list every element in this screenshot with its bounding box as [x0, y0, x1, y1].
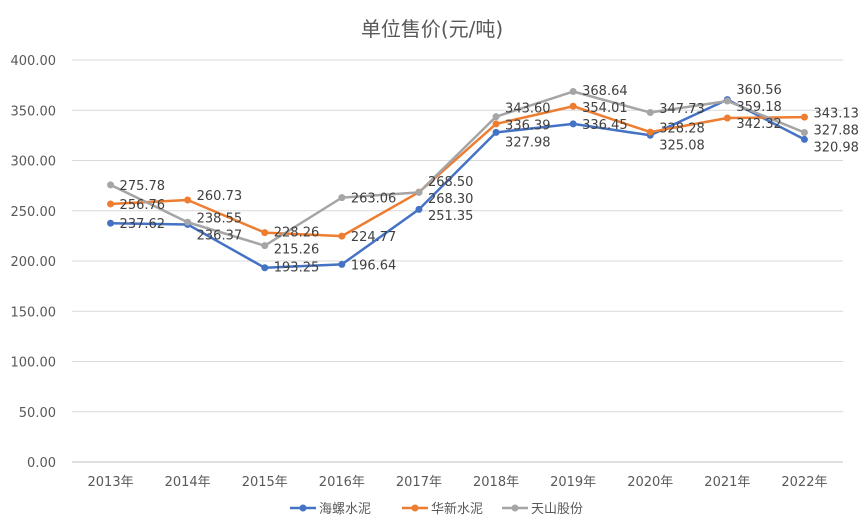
y-tick-label: 150.00	[11, 305, 57, 320]
data-point	[492, 120, 500, 128]
data-label: 343.60	[505, 101, 551, 116]
data-point	[261, 242, 269, 250]
data-point	[338, 194, 346, 202]
y-tick-label: 200.00	[11, 255, 57, 270]
data-point	[723, 114, 731, 122]
data-point	[569, 120, 577, 128]
x-tick-label: 2017年	[396, 475, 442, 490]
data-point	[646, 128, 654, 136]
y-tick-label: 250.00	[11, 205, 57, 220]
data-label: 336.45	[582, 118, 628, 133]
data-label: 342.32	[736, 117, 782, 132]
data-label: 320.98	[813, 141, 859, 156]
legend-label: 华新水泥	[431, 501, 483, 517]
series-line	[110, 98, 806, 270]
data-label: 359.18	[736, 100, 782, 115]
x-tick-label: 2013年	[88, 475, 134, 490]
legend-marker	[511, 504, 519, 512]
data-label: 260.73	[197, 189, 243, 204]
data-label: 228.26	[274, 225, 320, 240]
data-point	[261, 229, 269, 237]
data-point	[492, 113, 500, 121]
data-label: 343.13	[813, 107, 859, 122]
x-tick-label: 2021年	[704, 475, 750, 490]
legend-marker	[411, 504, 419, 512]
y-tick-label: 350.00	[11, 104, 57, 119]
legend-label: 海螺水泥	[319, 502, 371, 517]
legend-label: 天山股份	[531, 502, 583, 517]
data-point	[338, 260, 346, 268]
data-point	[415, 205, 423, 213]
y-tick-label: 0.00	[27, 456, 56, 471]
data-point	[723, 97, 731, 105]
data-point	[107, 200, 115, 208]
data-label: 347.73	[659, 102, 705, 117]
x-tick-label: 2015年	[242, 475, 288, 490]
data-label: 263.06	[351, 192, 397, 207]
x-tick-label: 2022年	[781, 475, 827, 490]
data-point	[646, 109, 654, 117]
data-label: 327.88	[813, 124, 859, 139]
data-point	[107, 219, 115, 227]
series-line	[110, 90, 805, 247]
data-label: 328.28	[659, 121, 705, 136]
data-label: 193.25	[274, 260, 320, 275]
data-label: 325.08	[659, 138, 705, 153]
data-label: 275.78	[120, 179, 166, 194]
data-label: 238.55	[197, 211, 243, 226]
x-tick-label: 2014年	[165, 475, 211, 490]
y-tick-label: 400.00	[11, 54, 57, 69]
data-label: 224.77	[351, 230, 397, 245]
data-label: 268.30	[428, 192, 474, 207]
data-point	[261, 264, 269, 272]
data-point	[107, 181, 115, 189]
data-label: 237.62	[120, 217, 166, 232]
chart-title: 单位售价(元/吨)	[361, 17, 503, 41]
data-label: 368.64	[582, 84, 628, 99]
data-label: 196.64	[351, 258, 397, 273]
data-label: 215.26	[274, 242, 320, 257]
data-point	[415, 188, 423, 196]
y-tick-label: 100.00	[11, 356, 57, 371]
data-point	[800, 113, 808, 121]
data-point	[184, 196, 192, 204]
data-label: 236.37	[197, 228, 243, 243]
data-label: 256.76	[120, 198, 166, 213]
data-point	[492, 128, 500, 136]
data-label: 336.39	[505, 118, 551, 133]
data-label: 327.98	[505, 135, 551, 150]
data-label: 268.50	[428, 175, 474, 190]
x-tick-label: 2020年	[627, 475, 673, 490]
data-point	[800, 128, 808, 136]
x-tick-label: 2019年	[550, 475, 596, 490]
data-point	[569, 102, 577, 110]
data-label: 354.01	[582, 101, 628, 116]
data-point	[569, 88, 577, 96]
data-label: 360.56	[736, 83, 782, 98]
legend-marker	[299, 504, 307, 512]
x-tick-label: 2018年	[473, 475, 519, 490]
y-tick-label: 300.00	[11, 155, 57, 170]
data-point	[338, 232, 346, 240]
data-point	[184, 218, 192, 226]
data-point	[800, 135, 808, 143]
data-label: 251.35	[428, 209, 474, 224]
series-line	[110, 104, 805, 238]
x-tick-label: 2016年	[319, 475, 365, 490]
y-tick-label: 50.00	[19, 406, 56, 421]
